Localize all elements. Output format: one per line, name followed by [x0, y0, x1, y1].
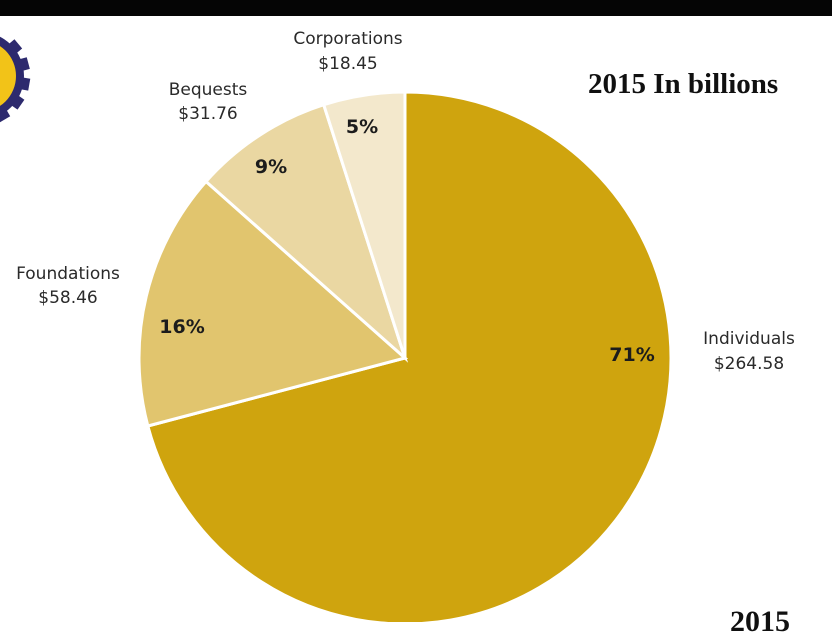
pct-label-bequests: 9%: [255, 156, 287, 178]
name-label-individuals: Individuals: [703, 329, 795, 349]
pct-label-individuals: 71%: [609, 344, 654, 366]
name-label-corporations: Corporations: [293, 29, 402, 49]
value-label-individuals: $264.58: [714, 354, 784, 374]
top-band: [0, 0, 832, 16]
footer-year: 2015: [730, 605, 790, 638]
pct-label-corporations: 5%: [346, 116, 378, 138]
value-label-foundations: $58.46: [38, 288, 97, 308]
value-label-bequests: $31.76: [178, 104, 237, 124]
name-label-foundations: Foundations: [16, 264, 120, 284]
name-label-bequests: Bequests: [169, 80, 248, 100]
pie-slice-foundations: [137, 179, 409, 428]
pie-chart: 71% Individuals $264.58 16% Foundations …: [16, 29, 795, 622]
pie-slice-individuals: [146, 90, 673, 622]
pie-slice-corporations: [321, 90, 407, 359]
chart-title: 2015 In billions: [588, 68, 779, 100]
pct-label-foundations: 16%: [159, 316, 204, 338]
value-label-corporations: $18.45: [318, 54, 377, 74]
pie-slice-bequests: [203, 102, 409, 363]
gear-logo-icon: [0, 6, 32, 160]
